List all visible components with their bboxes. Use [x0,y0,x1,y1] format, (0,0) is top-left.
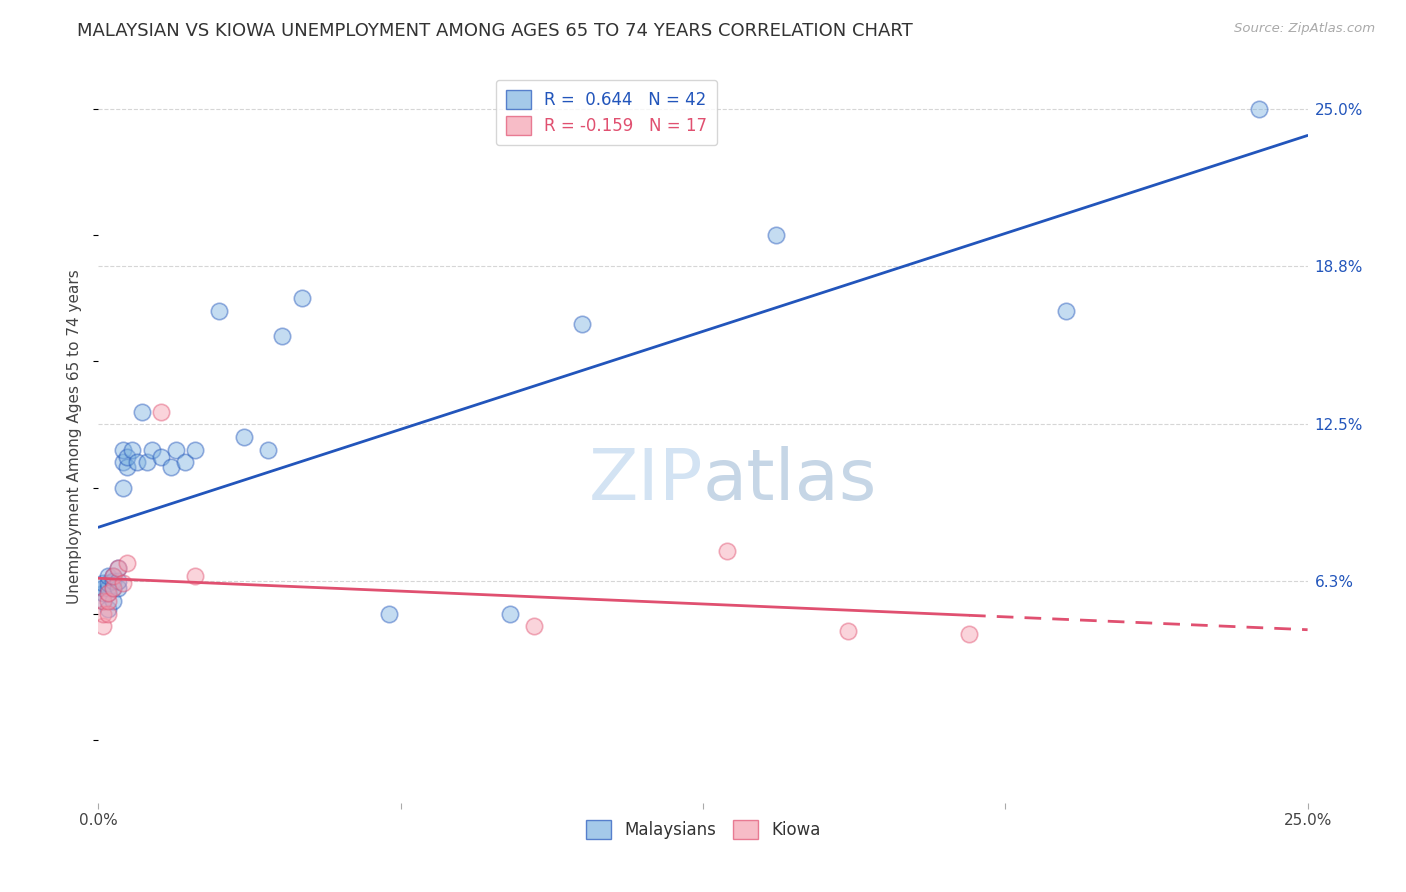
Point [135,455,157,469]
Point [290,291,312,305]
Point [91,619,114,633]
Point [97,594,120,608]
Point [91,576,114,591]
Point [174,455,197,469]
Text: ZIP: ZIP [589,447,703,516]
Point [107,574,129,588]
Point [957,627,980,641]
Point [1249,102,1271,116]
Point [101,582,124,596]
Point [256,442,278,457]
Point [111,455,134,469]
Point [571,317,593,331]
Point [101,582,124,596]
Point [91,586,114,600]
Point [97,586,120,600]
Point [150,450,173,465]
Point [97,576,120,591]
Point [121,442,143,457]
Point [165,442,187,457]
Text: Source: ZipAtlas.com: Source: ZipAtlas.com [1234,22,1375,36]
Point [111,481,134,495]
Point [97,607,120,621]
Point [107,582,129,596]
Point [184,442,207,457]
Point [117,460,139,475]
Point [141,442,163,457]
Point [523,619,546,633]
Point [1054,304,1077,318]
Point [127,455,149,469]
Point [716,543,738,558]
Point [107,561,129,575]
Point [232,430,254,444]
Point [131,405,153,419]
Point [111,442,134,457]
Text: MALAYSIAN VS KIOWA UNEMPLOYMENT AMONG AGES 65 TO 74 YEARS CORRELATION CHART: MALAYSIAN VS KIOWA UNEMPLOYMENT AMONG AG… [77,22,912,40]
Point [97,586,120,600]
Point [91,594,114,608]
Point [498,607,520,621]
Point [101,574,124,588]
Point [117,556,139,570]
Point [101,569,124,583]
Point [97,569,120,583]
Point [97,582,120,596]
Point [837,624,859,639]
Point [101,594,124,608]
Y-axis label: Unemployment Among Ages 65 to 74 years: Unemployment Among Ages 65 to 74 years [67,269,83,605]
Legend: Malaysians, Kiowa: Malaysians, Kiowa [579,814,827,846]
Point [107,561,129,575]
Point [377,607,399,621]
Point [184,569,207,583]
Point [160,460,183,475]
Point [91,582,114,596]
Point [91,594,114,608]
Point [101,569,124,583]
Point [111,576,134,591]
Point [91,607,114,621]
Point [765,228,787,243]
Point [97,601,120,615]
Point [150,405,173,419]
Point [271,329,294,343]
Point [117,450,139,465]
Text: atlas: atlas [703,447,877,516]
Point [208,304,231,318]
